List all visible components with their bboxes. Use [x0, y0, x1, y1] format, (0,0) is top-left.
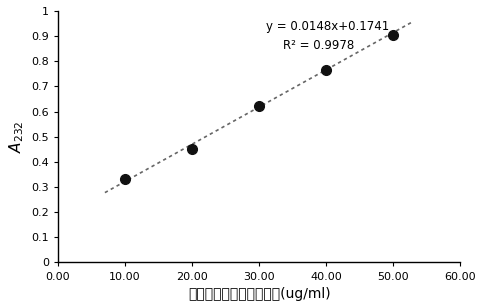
Point: [322, 67, 330, 72]
Text: y = 0.0148x+0.1741: y = 0.0148x+0.1741: [266, 20, 389, 33]
Text: R² = 0.9978: R² = 0.9978: [283, 38, 354, 52]
Point: [121, 176, 129, 181]
Point: [389, 32, 397, 37]
Point: [188, 146, 196, 151]
X-axis label: 透明质酸不饱和二糖浓度(ug/ml): 透明质酸不饱和二糖浓度(ug/ml): [188, 287, 330, 301]
Point: [255, 104, 263, 109]
Y-axis label: $A_{232}$: $A_{232}$: [7, 120, 26, 153]
